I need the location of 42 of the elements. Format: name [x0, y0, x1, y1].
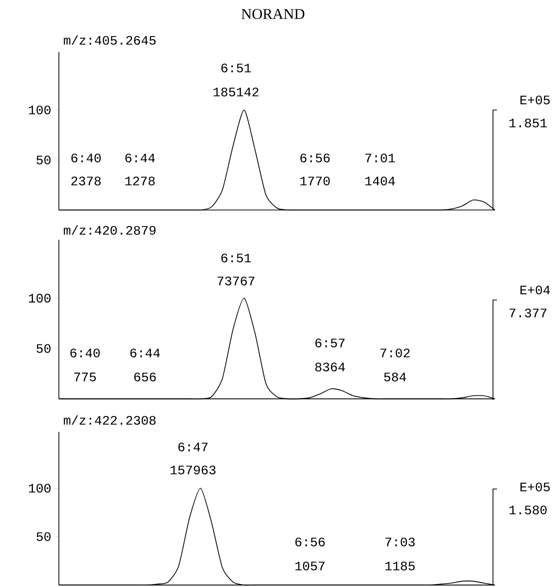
annotation: 1185	[385, 562, 415, 570]
annotation: 6:57	[315, 338, 345, 348]
annotation: 775	[74, 372, 96, 382]
annotation: 1770	[300, 176, 330, 186]
annotation: 6:40	[71, 154, 101, 162]
annotation: 6:40	[70, 348, 100, 358]
annotation: 6:56	[295, 538, 325, 546]
y-tick-label: 100	[28, 294, 51, 303]
annotation: 1404	[365, 176, 395, 186]
annotation: 1278	[125, 176, 155, 186]
y-tick-label: 100	[28, 106, 51, 114]
annotation: 7:02	[380, 348, 410, 358]
chart-title: NORAND	[241, 8, 304, 20]
text: 7.377	[510, 308, 546, 318]
annotation: 6:44	[130, 348, 160, 358]
annotation: 157963	[170, 466, 216, 474]
annotation: 656	[134, 372, 156, 382]
y-tick-label: 50	[36, 344, 51, 353]
y-tick-label: 100	[28, 484, 51, 493]
y-tick-label: 50	[36, 156, 51, 164]
annotation: 6:56	[300, 154, 330, 162]
annotation: 6:44	[125, 154, 155, 162]
annotation: 185142	[214, 88, 258, 96]
text: 1.580	[510, 506, 547, 514]
chart-subtitle: m/z:405.2645	[64, 35, 156, 45]
chart-title: m/z:420.2879	[64, 225, 156, 235]
chart-title: m/z:422.2308	[64, 415, 156, 425]
text: 1.851	[510, 118, 547, 128]
text: E+04	[520, 286, 550, 294]
y-tick-label: 50	[36, 532, 51, 542]
annotation: 6:51	[221, 254, 251, 262]
annotation: 6:47	[178, 442, 208, 452]
annotation: 584	[384, 372, 406, 382]
annotation: 2378	[71, 176, 101, 186]
text: E+05	[520, 96, 550, 104]
text: E+05	[520, 482, 550, 492]
annotation: 73767	[218, 276, 254, 286]
annotation: 7:03	[385, 538, 415, 546]
annotation: 7:01	[365, 154, 395, 162]
annotation: 6:51	[221, 64, 251, 72]
annotation: 8364	[315, 362, 345, 372]
annotation: 1057	[295, 562, 325, 570]
